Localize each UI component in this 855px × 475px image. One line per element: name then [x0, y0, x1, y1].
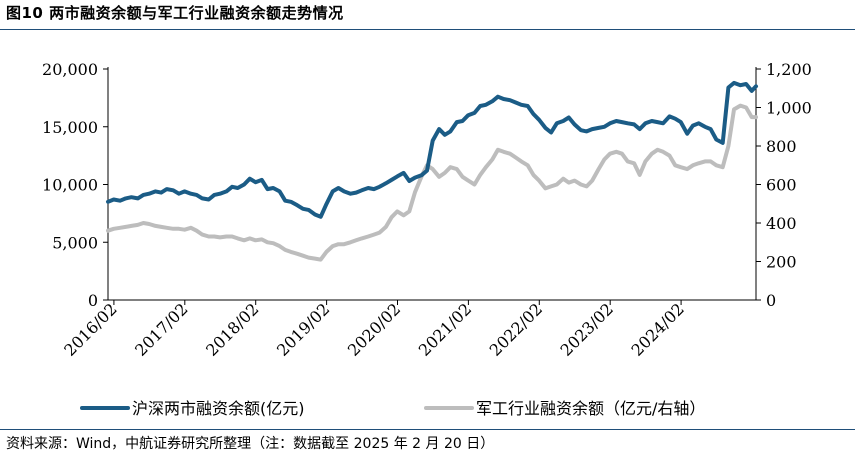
- x-tick-label: 2024/02: [627, 299, 687, 359]
- series-layer: [106, 80, 758, 262]
- x-tick-label: 2019/02: [273, 299, 333, 359]
- chart-legend: 沪深两市融资余额(亿元) 军工行业融资余额（亿元/右轴）: [80, 399, 705, 418]
- left-tick-label: 5,000: [52, 233, 98, 252]
- left-tick-label: 0: [88, 291, 98, 310]
- chart-axes: [103, 67, 761, 305]
- legend-item-market-margin-label: 沪深两市融资余额(亿元): [132, 399, 305, 418]
- tick-labels: 0 5,000 10,000 15,000 20,000 0 200 400 600 800 1,0…: [42, 60, 812, 360]
- left-tick-label: 20,000: [42, 60, 98, 79]
- left-tick-label: 10,000: [42, 176, 98, 195]
- figure-title: 图10 两市融资余额与军工行业融资余额走势情况: [6, 4, 344, 22]
- right-tick-label: 200: [766, 253, 797, 272]
- left-tick-label: 15,000: [42, 118, 98, 137]
- bottom-rule: [0, 429, 855, 430]
- series-line-defense-margin: [106, 103, 758, 262]
- right-tick-label: 1,200: [766, 60, 812, 79]
- top-rule: [0, 29, 855, 30]
- right-tick-label: 800: [766, 137, 797, 156]
- right-tick-label: 1,000: [766, 99, 812, 118]
- legend-item-defense-margin-label: 军工行业融资余额（亿元/右轴）: [476, 399, 705, 418]
- right-tick-label: 0: [766, 291, 776, 310]
- x-tick-label: 2020/02: [344, 299, 404, 359]
- x-tick-label: 2023/02: [557, 299, 617, 359]
- source-note: 资料来源：Wind，中航证券研究所整理（注：数据截至 2025 年 2 月 20…: [6, 436, 495, 452]
- x-tick-label: 2017/02: [131, 299, 191, 359]
- x-tick-label: 2021/02: [415, 299, 475, 359]
- series-line-market-margin: [106, 80, 758, 219]
- x-tick-label: 2018/02: [202, 299, 262, 359]
- right-tick-label: 600: [766, 176, 797, 195]
- right-tick-label: 400: [766, 214, 797, 233]
- x-tick-label: 2022/02: [486, 299, 546, 359]
